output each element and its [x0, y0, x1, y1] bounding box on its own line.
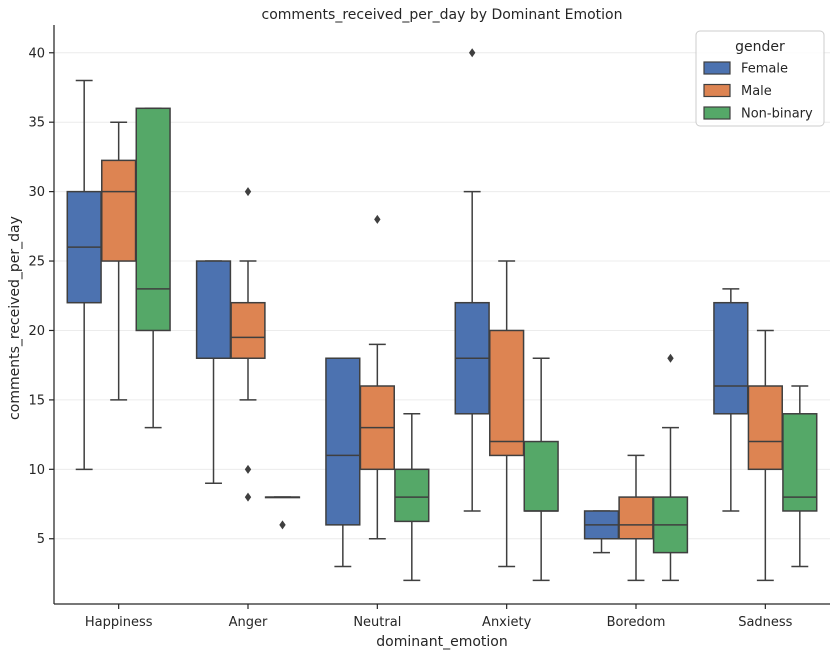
box-male-sadness: [747, 329, 783, 582]
box-male-neutral: [359, 214, 395, 540]
outlier-point: [244, 492, 252, 502]
box-male-anger: [230, 187, 266, 502]
y-tick-label: 20: [28, 324, 45, 339]
box-female-anger: [195, 260, 232, 484]
y-tick-label: 30: [28, 185, 45, 200]
outlier-point: [279, 520, 286, 530]
box-body: [489, 329, 525, 457]
y-tick-label: 35: [28, 116, 45, 131]
legend-label-male: Male: [741, 84, 772, 99]
box-body: [394, 468, 430, 523]
legend-title: gender: [735, 39, 785, 55]
box-female-neutral: [325, 357, 361, 568]
box-non-binary-boredom: [652, 353, 689, 582]
x-tick-label: Sadness: [738, 615, 792, 630]
chart-title: comments_received_per_day by Dominant Em…: [262, 7, 623, 23]
legend: gender Female Male Non-binary: [695, 30, 825, 127]
y-tick-label: 10: [28, 463, 45, 478]
box-body: [135, 107, 171, 332]
y-ticks: 5 10 15 20 25 30 35 40: [28, 46, 54, 547]
box-body: [523, 440, 559, 512]
box-body: [713, 301, 749, 415]
y-tick-label: 15: [28, 393, 45, 408]
box-non-binary-happiness: [135, 107, 171, 429]
box-female-sadness: [713, 288, 749, 512]
y-axis-label: comments_received_per_day: [7, 216, 23, 420]
box-male-anxiety: [489, 260, 525, 568]
box-body: [230, 301, 266, 359]
y-tick-label: 40: [28, 46, 45, 61]
box-male-happiness: [101, 121, 137, 401]
box-body: [782, 413, 818, 512]
x-tick-label: Happiness: [85, 615, 153, 630]
outlier-point: [244, 187, 252, 197]
box-non-binary-anger: [264, 496, 301, 530]
x-axis-label: dominant_emotion: [376, 634, 507, 650]
box-body: [325, 357, 361, 526]
box-body: [747, 385, 783, 471]
legend-swatch-female: [703, 61, 731, 75]
legend-swatch-male: [703, 83, 731, 98]
x-tick-label: Anger: [229, 615, 268, 630]
outlier-point: [244, 464, 252, 474]
box-layer: [66, 48, 818, 582]
outlier-point: [667, 353, 674, 363]
box-female-happiness: [66, 79, 102, 471]
x-tick-label: Anxiety: [482, 615, 532, 630]
box-body: [195, 260, 232, 359]
outlier-point: [468, 48, 476, 58]
box-body: [101, 159, 137, 262]
box-non-binary-neutral: [394, 413, 430, 582]
box-male-boredom: [618, 454, 654, 582]
gridlines: [54, 52, 830, 540]
x-ticks: Happiness Anger Neutral Anxiety Boredom Sadne…: [85, 604, 793, 630]
box-female-anxiety: [454, 48, 490, 512]
y-tick-label: 25: [28, 255, 45, 270]
box-body: [618, 496, 654, 540]
y-tick-label: 5: [37, 532, 45, 547]
legend-swatch-non-binary: [703, 106, 731, 120]
box-non-binary-sadness: [782, 385, 818, 568]
box-female-boredom: [583, 510, 620, 554]
legend-label-non-binary: Non-binary: [741, 107, 813, 122]
axes: [53, 25, 830, 605]
legend-label-female: Female: [741, 62, 788, 77]
x-tick-label: Neutral: [353, 615, 401, 630]
box-non-binary-anxiety: [523, 357, 559, 582]
legend-frame: [695, 30, 825, 127]
outlier-point: [374, 214, 381, 224]
x-tick-label: Boredom: [607, 615, 666, 630]
